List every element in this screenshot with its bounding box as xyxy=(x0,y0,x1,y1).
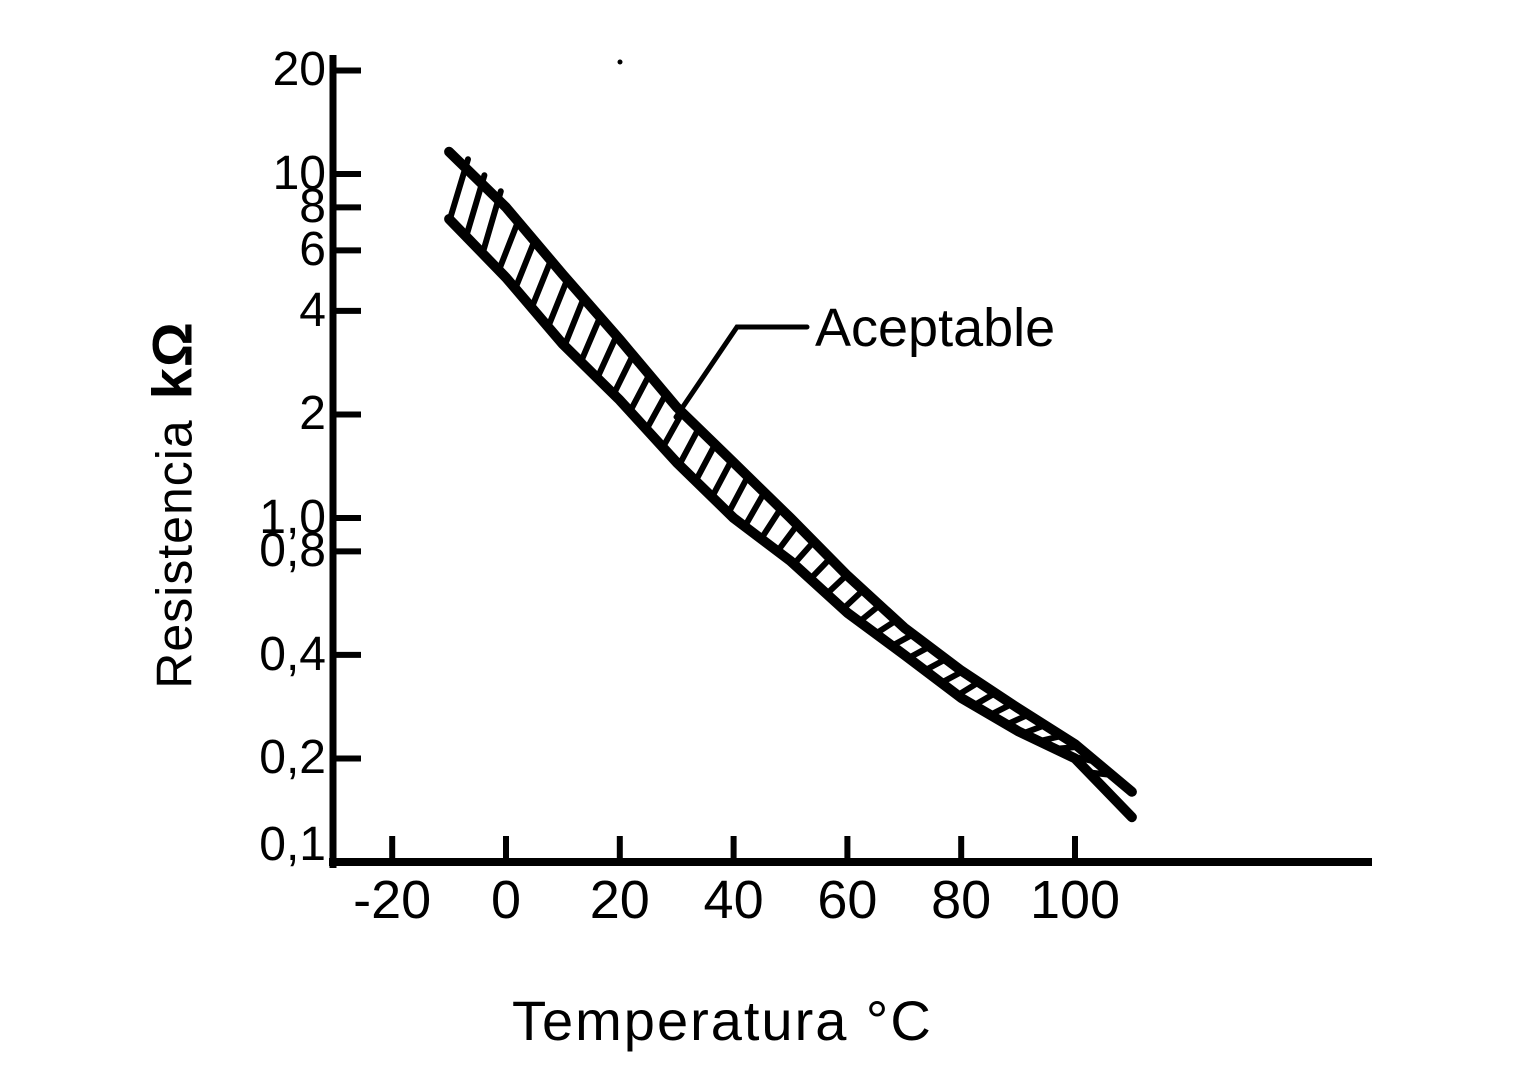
band-annotation-label: Aceptable xyxy=(815,298,1056,358)
y-axis-tick-label: 8 xyxy=(299,180,326,234)
band-hatch-line xyxy=(512,239,537,291)
y-axis-tick-label: 4 xyxy=(299,283,326,337)
x-axis-tick-label: 80 xyxy=(931,870,992,930)
y-axis-tick-label: 1,0 xyxy=(259,491,326,544)
band-hatch-line xyxy=(660,411,685,450)
y-axis-tick-label: 20 xyxy=(272,43,326,97)
x-axis-tick-label: 100 xyxy=(1029,870,1121,930)
x-axis-tick-label: 20 xyxy=(589,870,650,930)
band-hatch-line xyxy=(578,316,603,365)
band-hatch-line xyxy=(611,354,635,397)
band-hatch-line xyxy=(561,297,586,349)
scan-artifact-dot xyxy=(617,59,623,65)
band-hatch-line xyxy=(545,278,570,330)
y-axis-tick-label: 6 xyxy=(299,223,326,277)
band-hatch-line xyxy=(791,540,816,567)
y-axis-tick-label: 0,8 xyxy=(259,524,326,578)
band-hatch-line xyxy=(742,491,767,529)
x-axis-tick-label: 60 xyxy=(817,870,878,930)
band-hatch-line xyxy=(807,556,832,582)
x-axis-tick-label: -20 xyxy=(353,870,432,930)
band-hatch-line xyxy=(725,475,750,516)
band-hatch-line xyxy=(693,443,717,484)
x-axis-tick-label: 0 xyxy=(490,870,522,930)
y-axis-tick-label: 2 xyxy=(299,387,326,441)
lower-limit-curve xyxy=(444,214,1137,823)
y-axis-tick-label: 0,4 xyxy=(259,627,326,681)
x-axis-title: Temperatura °C xyxy=(512,989,933,1052)
band-hatch-line xyxy=(643,393,668,432)
band-hatch-line xyxy=(496,220,521,273)
band-hatch-line xyxy=(676,427,701,468)
band-hatch-line xyxy=(775,523,799,554)
y-axis-tick-label: 10 xyxy=(272,147,326,200)
y-axis-tick-label: 0,1 xyxy=(259,818,326,871)
band-hatch-line xyxy=(594,334,619,381)
annotation-leader-line xyxy=(673,324,810,420)
x-axis-tick-label: 40 xyxy=(703,870,764,930)
band-hatch-line xyxy=(627,373,652,414)
band-hatch-line xyxy=(709,459,734,500)
y-axis-tick-label: 0,2 xyxy=(259,731,326,785)
upper-limit-curve xyxy=(444,146,1137,797)
band-hatch-line xyxy=(529,259,553,311)
band-hatch-line xyxy=(758,507,783,542)
